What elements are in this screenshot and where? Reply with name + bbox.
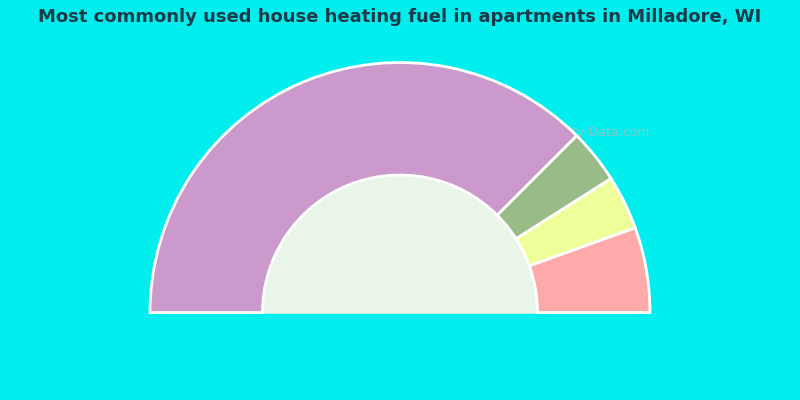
Polygon shape [262,175,538,312]
Wedge shape [498,136,611,239]
Wedge shape [530,228,650,312]
Text: Most commonly used house heating fuel in apartments in Milladore, WI: Most commonly used house heating fuel in… [38,8,762,26]
Wedge shape [516,178,635,266]
Text: City-Data.com: City-Data.com [560,126,650,139]
Polygon shape [150,62,650,312]
Wedge shape [150,62,577,312]
